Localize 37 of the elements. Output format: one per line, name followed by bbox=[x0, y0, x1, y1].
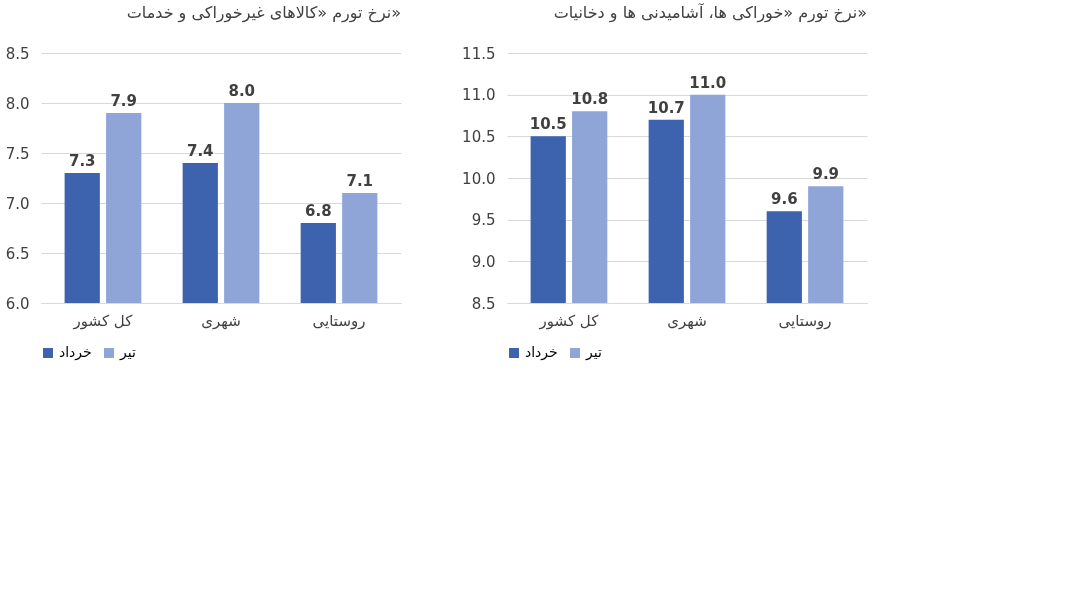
data-label: 9.9 bbox=[812, 165, 840, 184]
y-tick-label: 6.0 bbox=[5, 294, 30, 313]
y-tick-label: 8.5 bbox=[471, 294, 496, 313]
y-tick-label: 7.5 bbox=[5, 144, 30, 163]
chart-title: نرخ تورم «کالاهای غیرخوراکی و خدمات» bbox=[126, 3, 401, 23]
data-label: 7.4 bbox=[186, 142, 214, 160]
legend-label: خرداد bbox=[525, 344, 558, 361]
data-label: 6.8 bbox=[305, 202, 332, 220]
y-tick-label: 9.5 bbox=[471, 211, 496, 230]
data-label: 7.9 bbox=[110, 92, 137, 110]
data-label: 7.1 bbox=[346, 172, 374, 190]
data-label: 9.6 bbox=[771, 190, 798, 209]
y-tick-label: 6.5 bbox=[5, 244, 30, 263]
y-tick-label: 11.0 bbox=[462, 86, 496, 105]
x-tick-label: کل کشور bbox=[72, 311, 134, 330]
data-label: 7.3 bbox=[68, 152, 96, 170]
y-tick-label: 8.5 bbox=[5, 44, 30, 63]
data-label: 10.8 bbox=[571, 90, 609, 109]
y-tick-label: 8.0 bbox=[5, 94, 30, 113]
y-tick-label: 11.5 bbox=[462, 44, 496, 63]
legend-label: خرداد bbox=[59, 344, 92, 361]
data-label: 11.0 bbox=[689, 73, 727, 92]
x-tick-label: روستایی bbox=[778, 311, 832, 330]
x-tick-label: شهری bbox=[667, 311, 707, 330]
x-tick-label: کل کشور bbox=[538, 311, 600, 330]
y-tick-label: 10.5 bbox=[462, 127, 496, 146]
data-label: 10.7 bbox=[647, 98, 685, 117]
y-tick-label: 9.0 bbox=[471, 252, 496, 271]
legend-label: تیر bbox=[585, 344, 602, 361]
x-tick-label: شهری bbox=[201, 311, 241, 330]
y-tick-label: 7.0 bbox=[5, 194, 30, 213]
data-label: 8.0 bbox=[228, 82, 256, 100]
x-tick-label: روستایی bbox=[312, 311, 366, 330]
chart-title: نرخ تورم «خوراکی ها، آشامیدنی ها و دخانیات» bbox=[553, 3, 867, 23]
data-label: 10.5 bbox=[529, 115, 567, 134]
legend-label: تیر bbox=[119, 344, 136, 361]
y-tick-label: 10.0 bbox=[462, 169, 496, 188]
